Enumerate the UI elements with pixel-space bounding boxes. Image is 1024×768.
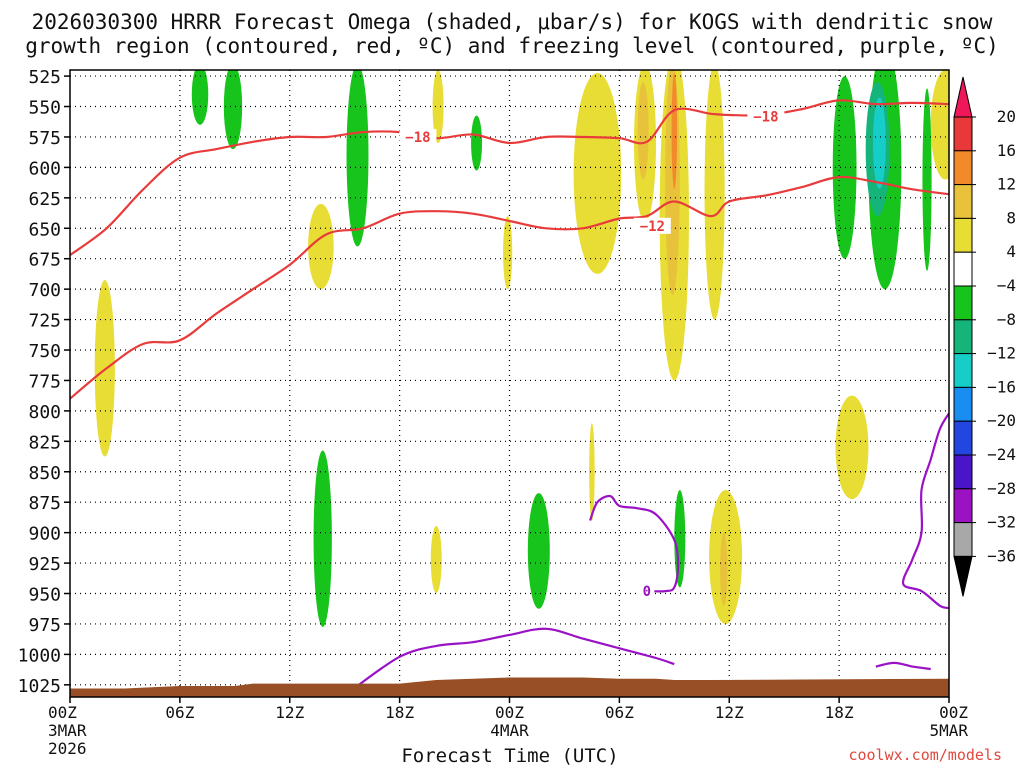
omega-blob-0 [95, 280, 115, 457]
colorbar-label-9: −20 [987, 411, 1016, 430]
y-tick-label-550: 550 [28, 98, 61, 119]
y-tick-label-600: 600 [28, 158, 61, 179]
x-tick-label-3: 18Z [385, 703, 414, 722]
plot-area: −18 −18 −12 0 [70, 46, 960, 697]
colorbar-label-7: −12 [987, 344, 1016, 363]
colorbar-label-0: 20 [997, 107, 1016, 126]
y-tick-label-800: 800 [28, 402, 61, 423]
colorbar-bottom-arrow [954, 556, 972, 596]
omega-blob-12 [589, 423, 594, 520]
terrain-fill [70, 678, 949, 698]
contour-label-2: −12 [640, 219, 665, 235]
y-tick-label-900: 900 [28, 524, 61, 545]
colorbar-label-5: −4 [997, 276, 1016, 295]
y-tick-label-825: 825 [28, 432, 61, 453]
omega-blob-7 [705, 64, 725, 320]
colorbar-top-arrow [954, 77, 972, 117]
plot-frame [70, 70, 949, 697]
omega-blob-1 [308, 204, 334, 289]
x-tick-date-0: 3MAR [48, 721, 87, 740]
colorbar-swatch-2 [954, 151, 972, 185]
colorbar-label-3: 8 [1006, 208, 1016, 227]
x-tick-date-4: 4MAR [490, 721, 529, 740]
x-tick-label-7: 18Z [825, 703, 854, 722]
x-tick-label-0: 00Z [48, 703, 77, 722]
colorbar-swatch-11 [954, 455, 972, 489]
omega-blob-17 [672, 73, 677, 189]
colorbar-label-4: 4 [1006, 242, 1016, 261]
colorbar-label-6: −8 [997, 310, 1016, 329]
y-tick-label-1000: 1000 [18, 645, 61, 666]
omega-blob-21 [471, 116, 482, 171]
y-tick-label-725: 725 [28, 311, 61, 332]
omega-blob-14 [638, 82, 649, 179]
omega-blob-27 [674, 490, 685, 587]
omega-blob-22 [833, 76, 857, 259]
contour-label-3: 0 [643, 584, 651, 600]
colorbar-swatch-4 [954, 218, 972, 252]
omega-blob-24 [922, 88, 931, 271]
x-tick-label-5: 06Z [605, 703, 634, 722]
colorbar-swatch-12 [954, 489, 972, 523]
contour-label-0: −18 [405, 130, 430, 146]
omega-blob-4 [574, 73, 622, 274]
x-tick-label-4: 00Z [495, 703, 524, 722]
contour-line-5 [876, 663, 931, 669]
colorbar-swatch-5 [954, 252, 972, 286]
credit-text: coolwx.com/models [848, 746, 1002, 764]
x-tick-label-1: 06Z [165, 703, 194, 722]
y-tick-label-700: 700 [28, 280, 61, 301]
colorbar-swatch-13 [954, 523, 972, 557]
colorbar-swatch-7 [954, 320, 972, 354]
omega-blob-20 [347, 64, 369, 247]
colorbar-swatch-6 [954, 286, 972, 320]
y-tick-label-775: 775 [28, 371, 61, 392]
contour-label-1: −18 [753, 109, 778, 125]
y-tick-label-875: 875 [28, 493, 61, 514]
y-tick-label-950: 950 [28, 585, 61, 606]
colorbar-swatch-3 [954, 185, 972, 219]
x-tick-label-2: 12Z [275, 703, 304, 722]
contour-line-4 [903, 413, 949, 608]
x-tick-date-8: 5MAR [929, 721, 968, 740]
y-tick-label-675: 675 [28, 250, 61, 271]
y-tick-label-850: 850 [28, 463, 61, 484]
y-tick-label-975: 975 [28, 615, 61, 636]
y-tick-label-925: 925 [28, 554, 61, 575]
y-tick-label-525: 525 [28, 67, 61, 88]
omega-blob-3 [503, 216, 512, 289]
omega-blob-16 [720, 533, 727, 606]
y-tick-label-750: 750 [28, 341, 61, 362]
colorbar-label-10: −24 [987, 445, 1016, 464]
colorbar-label-13: −36 [987, 546, 1016, 565]
x-tick-label-8: 00Z [939, 703, 968, 722]
colorbar-swatch-8 [954, 354, 972, 388]
x-tick-label-6: 12Z [715, 703, 744, 722]
omega-time-height-chart: −18 −18 −12 0 525 550 575 600 625 650 675 700 725 750… [0, 0, 1024, 768]
omega-blob-19 [224, 64, 242, 149]
y-tick-label-625: 625 [28, 189, 61, 210]
y-tick-label-1025: 1025 [18, 676, 61, 697]
omega-blob-29 [873, 97, 886, 188]
colorbar-label-8: −16 [987, 377, 1016, 396]
omega-blob-26 [528, 493, 550, 609]
omega-blob-25 [314, 450, 332, 627]
omega-blob-10 [431, 526, 442, 593]
y-tick-label-650: 650 [28, 219, 61, 240]
colorbar-swatch-10 [954, 421, 972, 455]
colorbar-swatch-9 [954, 387, 972, 421]
omega-blob-18 [192, 64, 208, 125]
colorbar-label-1: 16 [997, 141, 1016, 160]
colorbar-label-12: −32 [987, 513, 1016, 532]
colorbar-label-11: −28 [987, 479, 1016, 498]
contour-line-3 [590, 496, 678, 591]
colorbar-swatch-1 [954, 117, 972, 151]
colorbar-label-2: 12 [997, 175, 1016, 194]
y-tick-label-575: 575 [28, 128, 61, 149]
